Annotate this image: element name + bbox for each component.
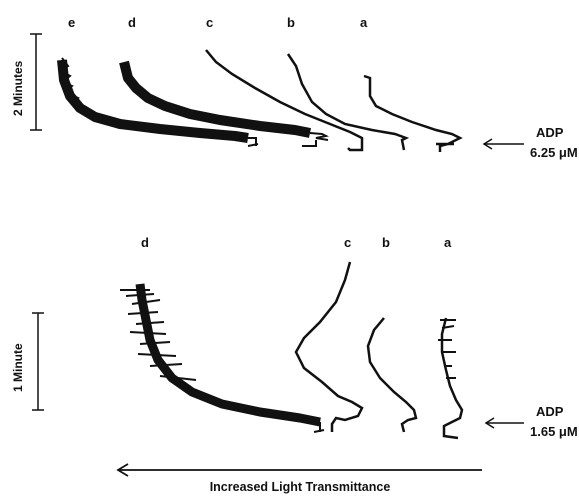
bottom-stimulus-arrow: [484, 417, 524, 429]
top-trace-a: [363, 74, 463, 152]
bottom-trace-c: [294, 261, 364, 432]
top-trace-c: [205, 49, 364, 152]
top-trace-label-a: a: [360, 15, 368, 30]
bottom-trace-label-b: b: [382, 235, 390, 250]
bottom-stimulus-name: ADP: [536, 404, 564, 419]
top-trace-label-b: b: [287, 15, 295, 30]
top-stimulus-name: ADP: [536, 125, 564, 140]
bottom-trace-b: [366, 317, 418, 433]
top-time-scale-label: 2 Minutes: [11, 60, 25, 116]
top-trace-label-c: c: [206, 15, 213, 30]
bottom-trace-label-d: d: [141, 235, 149, 250]
bottom-time-scale-label: 1 Minute: [11, 343, 25, 392]
bottom-trace-label-a: a: [444, 235, 452, 250]
bottom-trace-label-c: c: [344, 235, 351, 250]
top-stimulus-conc: 6.25 μM: [530, 145, 578, 160]
bottom-time-scale-bar: [32, 312, 44, 411]
top-time-scale-bar: [30, 33, 42, 131]
top-trace-label-e: e: [68, 15, 75, 30]
bottom-panel: d c b a 1 Minute ADP 1.65 μ: [11, 235, 578, 440]
top-trace-label-d: d: [128, 15, 136, 30]
top-stimulus-arrow: [482, 138, 524, 150]
transmittance-label: Increased Light Transmittance: [210, 480, 391, 494]
bottom-stimulus-conc: 1.65 μM: [530, 424, 578, 439]
top-trace-e: [57, 57, 259, 147]
top-panel: e d c b a 2 Minutes: [11, 15, 578, 160]
top-trace-d: [119, 60, 330, 147]
transmittance-arrow: [116, 463, 482, 477]
top-trace-b: [286, 53, 410, 151]
bottom-trace-d: [120, 283, 325, 433]
bottom-trace-a: [438, 317, 464, 440]
